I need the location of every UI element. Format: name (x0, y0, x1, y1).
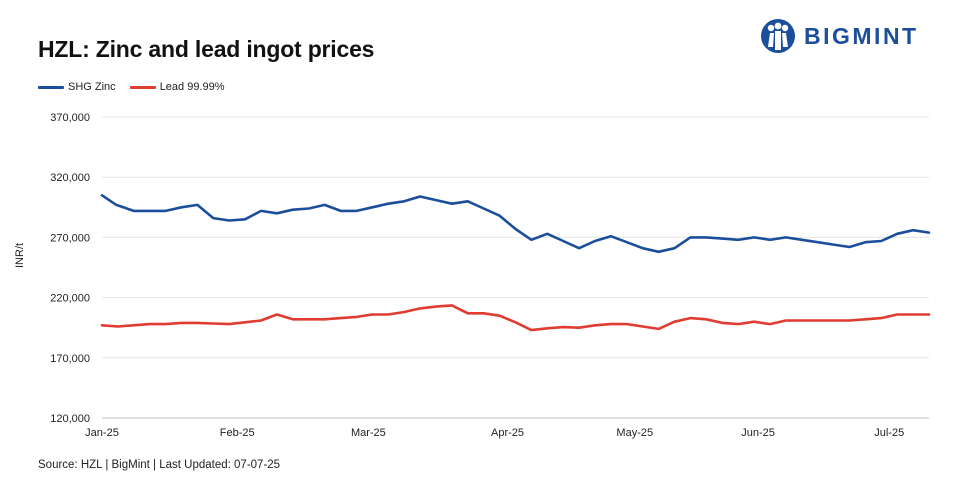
legend-label-zinc: SHG Zinc (68, 81, 116, 93)
y-tick-label: 220,000 (50, 293, 90, 305)
x-tick-label: Mar-25 (351, 427, 386, 439)
series-line-lead (100, 304, 931, 332)
x-tick-labels: Jan-25 Feb-25 Mar-25 Apr-25 May-25 Jun-25 Jul-… (85, 427, 904, 439)
source-note: Source: HZL | BigMint | Last Updated: 07… (38, 459, 281, 471)
series-line-zinc (100, 194, 931, 254)
chart-legend: SHG Zinc Lead 99.99% (38, 81, 239, 93)
y-tick-label: 120,000 (50, 413, 90, 425)
y-tick-label: 170,000 (50, 353, 90, 365)
bigmint-people-icon (761, 19, 795, 53)
y-tick-label: 270,000 (50, 232, 90, 244)
legend-swatch-zinc (38, 85, 64, 89)
y-tick-label: 370,000 (50, 112, 90, 124)
legend-item-lead: Lead 99.99% (129, 81, 225, 93)
series-lines (100, 194, 931, 332)
gridlines (102, 116, 929, 419)
x-tick-label: Apr-25 (491, 427, 524, 439)
chart-title: HZL: Zinc and lead ingot prices (38, 36, 375, 62)
y-tick-labels: 120,000 170,000 220,000 270,000 320,000 370,0… (50, 112, 90, 425)
y-tick-label: 320,000 (50, 172, 90, 184)
legend-label-lead: Lead 99.99% (159, 81, 225, 93)
x-tick-label: Jul-25 (874, 427, 904, 439)
x-tick-label: Feb-25 (220, 427, 255, 439)
x-tick-label: Jun-25 (741, 427, 775, 439)
logo-wordmark: BIGMINT (804, 22, 919, 49)
legend-item-zinc: SHG Zinc (38, 81, 116, 93)
bigmint-logo: BIGMINT (760, 14, 919, 58)
legend-swatch-lead (129, 85, 156, 89)
x-tick-label: May-25 (616, 427, 653, 439)
x-tick-label: Jan-25 (85, 427, 119, 439)
